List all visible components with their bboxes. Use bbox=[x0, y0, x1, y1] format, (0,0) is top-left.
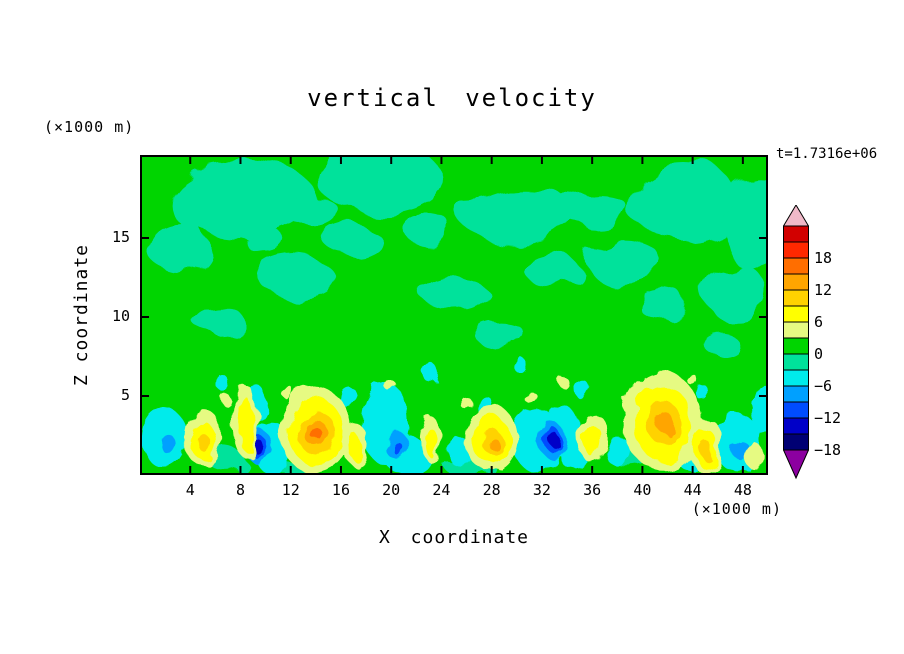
colorbar-tick-label: −18 bbox=[814, 441, 842, 459]
colorbar-cell bbox=[783, 273, 809, 291]
colorbar-tick-label: −6 bbox=[814, 377, 833, 395]
colorbar-tick-label: 18 bbox=[814, 249, 833, 267]
x-tick-label: 12 bbox=[281, 481, 300, 499]
colorbar-cell bbox=[783, 401, 809, 419]
y-tick-label: 10 bbox=[111, 307, 130, 325]
colorbar-arrow-bottom bbox=[783, 449, 809, 480]
x-tick-label: 16 bbox=[331, 481, 350, 499]
x-tick-label: 36 bbox=[583, 481, 602, 499]
colorbar-tick-label: 12 bbox=[814, 281, 833, 299]
x-tick-label: 40 bbox=[633, 481, 652, 499]
colorbar-cell bbox=[783, 289, 809, 307]
time-label: t=1.7316e+06 bbox=[776, 146, 878, 162]
colorbar-cell bbox=[783, 417, 809, 435]
x-tick-label: 28 bbox=[482, 481, 501, 499]
y-tick-label: 15 bbox=[111, 228, 130, 246]
x-tick-label: 44 bbox=[683, 481, 702, 499]
colorbar bbox=[783, 205, 809, 480]
colorbar-cell bbox=[783, 321, 809, 339]
colorbar-cell bbox=[783, 433, 809, 451]
chart-title: vertical velocity bbox=[307, 84, 597, 112]
x-tick-label: 8 bbox=[235, 481, 245, 499]
colorbar-cell bbox=[783, 241, 809, 259]
colorbar-tick-label: 6 bbox=[814, 313, 824, 331]
band-deeporange bbox=[310, 427, 323, 441]
y-axis-label: Z coordinate bbox=[71, 243, 92, 387]
colorbar-tick-label: 0 bbox=[814, 345, 824, 363]
colorbar-cell bbox=[783, 257, 809, 275]
field-layers bbox=[140, 155, 768, 475]
x-tick-label: 24 bbox=[432, 481, 451, 499]
x-tick-label: 32 bbox=[532, 481, 551, 499]
colorbar-tick-label: −12 bbox=[814, 409, 842, 427]
x-axis-units-label: (×1000 m) bbox=[691, 500, 782, 518]
plot-frame bbox=[140, 155, 768, 475]
x-tick-label: 48 bbox=[733, 481, 752, 499]
contour-plot bbox=[140, 155, 768, 475]
x-axis-label: X coordinate bbox=[378, 527, 530, 548]
y-axis-units-label: (×1000 m) bbox=[44, 118, 135, 136]
colorbar-cell bbox=[783, 385, 809, 403]
y-tick-label: 5 bbox=[120, 386, 130, 404]
colorbar-cell bbox=[783, 225, 809, 243]
band-amber bbox=[197, 400, 712, 460]
x-tick-label: 20 bbox=[382, 481, 401, 499]
colorbar-cell bbox=[783, 369, 809, 387]
colorbar-arrow-top bbox=[783, 205, 809, 227]
colorbar-cell bbox=[783, 337, 809, 355]
colorbar-cell bbox=[783, 353, 809, 371]
colorbar-cell bbox=[783, 305, 809, 323]
x-tick-label: 4 bbox=[185, 481, 195, 499]
